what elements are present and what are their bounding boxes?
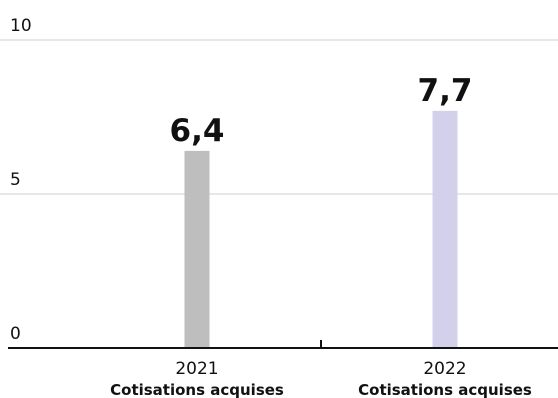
y-tick-label-0: 0: [10, 324, 21, 344]
grid-lines: [0, 39, 558, 195]
data-label-2022: 7,7: [418, 73, 473, 109]
bar-2021: [184, 150, 210, 348]
x-axis-categories: 2021 Cotisations acquises 2022 Cotisations …: [110, 359, 532, 398]
y-axis-ticks: 0 5 10: [10, 16, 32, 344]
x-tick-sublabel-2021: Cotisations acquises: [110, 381, 284, 398]
y-tick-label-10: 10: [10, 16, 32, 36]
y-tick-label-5: 5: [10, 170, 21, 190]
x-tick-label-2021: 2021: [175, 359, 218, 379]
data-labels: 6,4 7,7: [170, 73, 473, 149]
data-label-2021: 6,4: [170, 113, 225, 149]
bar-2022: [432, 110, 458, 348]
x-tick-label-2022: 2022: [423, 359, 466, 379]
bars: [184, 110, 458, 348]
x-tick-sublabel-2022: Cotisations acquises: [358, 381, 532, 398]
